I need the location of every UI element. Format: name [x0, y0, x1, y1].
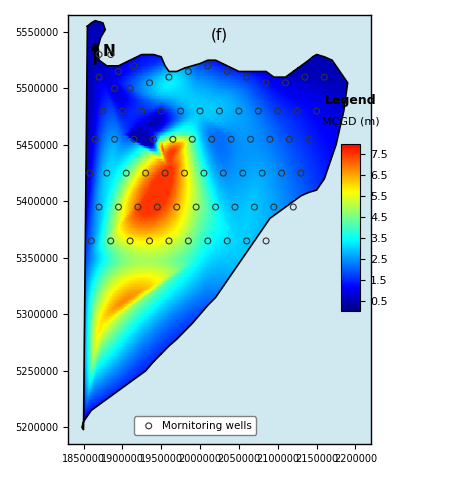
Text: Legend: Legend: [325, 94, 376, 107]
Point: [223, 237, 231, 245]
Text: N: N: [103, 44, 116, 59]
Text: MCGD (m): MCGD (m): [322, 117, 380, 127]
Point: [165, 73, 173, 81]
Point: [161, 169, 169, 177]
Point: [86, 169, 93, 177]
Point: [216, 107, 223, 115]
Point: [290, 203, 297, 211]
Point: [146, 79, 153, 87]
Point: [235, 107, 243, 115]
Point: [243, 237, 250, 245]
Point: [127, 85, 134, 92]
Point: [223, 68, 231, 75]
Point: [138, 107, 146, 115]
Point: [95, 203, 103, 211]
Point: [154, 203, 161, 211]
Point: [111, 85, 118, 92]
Point: [247, 136, 255, 143]
Point: [165, 237, 173, 245]
Point: [130, 62, 138, 69]
Point: [262, 237, 270, 245]
Point: [181, 169, 188, 177]
Point: [169, 136, 177, 143]
Point: [157, 107, 165, 115]
Point: [122, 169, 130, 177]
Point: [115, 203, 122, 211]
Point: [258, 169, 266, 177]
Point: [286, 136, 293, 143]
Point: [212, 203, 219, 211]
Point: [150, 136, 157, 143]
Point: [95, 73, 103, 81]
Point: [146, 237, 153, 245]
Point: [278, 169, 285, 177]
Point: [270, 203, 278, 211]
Point: [301, 73, 309, 81]
Point: [91, 136, 99, 143]
Point: [127, 237, 134, 245]
Point: [204, 62, 211, 69]
Point: [142, 169, 149, 177]
Point: [231, 203, 239, 211]
Point: [177, 107, 184, 115]
Point: [297, 169, 305, 177]
Point: [228, 136, 235, 143]
Point: [192, 203, 200, 211]
Point: [200, 169, 208, 177]
Point: [320, 73, 328, 81]
Point: [103, 169, 110, 177]
Point: [293, 107, 301, 115]
Point: [282, 79, 289, 87]
Point: [134, 203, 142, 211]
Point: [313, 107, 320, 115]
Point: [107, 237, 115, 245]
Point: [219, 169, 227, 177]
Point: [243, 73, 250, 81]
Point: [111, 136, 118, 143]
Point: [266, 136, 274, 143]
Point: [262, 79, 270, 87]
Point: [208, 136, 216, 143]
Legend: Mornitoring wells: Mornitoring wells: [134, 416, 256, 435]
Point: [115, 68, 122, 75]
Point: [204, 237, 211, 245]
Point: [196, 107, 204, 115]
Point: [107, 51, 115, 58]
Point: [274, 107, 282, 115]
Point: [305, 136, 312, 143]
Point: [251, 203, 258, 211]
Text: (f): (f): [211, 28, 228, 43]
Point: [88, 237, 95, 245]
Point: [184, 68, 192, 75]
Point: [189, 136, 196, 143]
Point: [255, 107, 262, 115]
Point: [118, 107, 126, 115]
Point: [130, 136, 138, 143]
Point: [99, 107, 107, 115]
Point: [95, 51, 103, 58]
Point: [239, 169, 246, 177]
Point: [184, 237, 192, 245]
Point: [173, 203, 181, 211]
